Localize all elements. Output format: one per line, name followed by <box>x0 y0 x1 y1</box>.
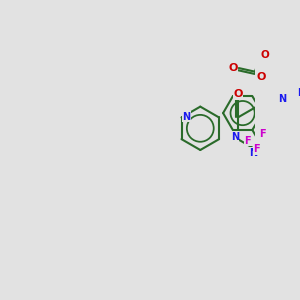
Text: N: N <box>278 94 286 104</box>
Text: O: O <box>256 72 266 82</box>
Text: O: O <box>260 50 269 60</box>
Text: F: F <box>259 130 265 140</box>
Text: N: N <box>231 132 239 142</box>
Text: O: O <box>229 63 238 73</box>
Text: N: N <box>297 88 300 98</box>
Text: F: F <box>254 144 260 154</box>
Text: F: F <box>244 136 251 146</box>
Text: N: N <box>182 112 190 122</box>
Text: N: N <box>250 148 258 158</box>
Text: O: O <box>233 89 242 99</box>
